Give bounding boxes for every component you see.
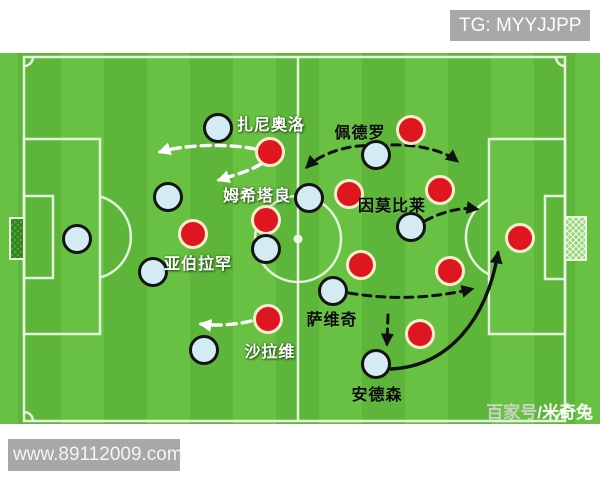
player-marker-blue <box>153 182 183 212</box>
arrow-anderson-run <box>389 250 503 371</box>
center-spot <box>293 234 303 244</box>
player-marker-blue <box>294 183 324 213</box>
player-marker-blue <box>62 224 92 254</box>
player-marker-red <box>178 219 208 249</box>
website-watermark-text: www.89112009.com <box>13 444 183 465</box>
player-marker-blue <box>203 113 233 143</box>
arrow-savic-pass <box>347 285 475 299</box>
player-marker-blue <box>138 257 168 287</box>
arrow-zaniolo-drop <box>216 162 263 183</box>
player-marker-red <box>425 175 455 205</box>
corner-arc-bottom-right <box>554 410 566 422</box>
arrow-elshaarawy-tuck <box>198 319 253 332</box>
player-marker-blue <box>361 140 391 170</box>
player-marker-red <box>396 115 426 145</box>
baijiahao-watermark-prefix: 百家号 <box>486 403 538 422</box>
arrow-zaniolo-drift-left <box>157 142 257 156</box>
corner-arc-top-left <box>23 56 35 68</box>
right-penalty-arc <box>464 198 490 276</box>
player-marker-blue <box>396 212 426 242</box>
baijiahao-watermark: 百家号/米奇兔 <box>486 398 593 423</box>
player-marker-red <box>255 137 285 167</box>
player-marker-red <box>505 223 535 253</box>
player-marker-red <box>405 319 435 349</box>
corner-arc-top-right <box>554 56 566 68</box>
player-markers <box>62 113 535 379</box>
telegram-watermark: TG: MYYJJPP <box>450 10 590 41</box>
player-marker-blue <box>318 276 348 306</box>
player-marker-red <box>251 205 281 235</box>
left-goal-net <box>9 217 25 260</box>
telegram-watermark-text: TG: MYYJJPP <box>459 15 582 36</box>
pitch-markings <box>9 55 587 423</box>
right-goal-area <box>543 194 567 281</box>
player-marker-red <box>334 179 364 209</box>
website-watermark: www.89112009.com <box>8 439 183 471</box>
right-goal-net <box>564 216 587 261</box>
movement-arrows <box>157 142 503 371</box>
player-marker-blue <box>251 234 281 264</box>
baijiahao-watermark-suffix: /米奇兔 <box>537 403 593 422</box>
player-marker-red <box>253 304 283 334</box>
left-goal-area <box>22 194 55 280</box>
corner-arc-bottom-left <box>23 410 35 422</box>
player-marker-red <box>346 250 376 280</box>
player-marker-blue <box>361 349 391 379</box>
player-marker-red <box>435 256 465 286</box>
arrow-immobile-run <box>423 201 480 223</box>
player-marker-blue <box>189 335 219 365</box>
left-penalty-arc <box>99 195 133 279</box>
arrow-drop-to-anderson <box>380 313 394 347</box>
